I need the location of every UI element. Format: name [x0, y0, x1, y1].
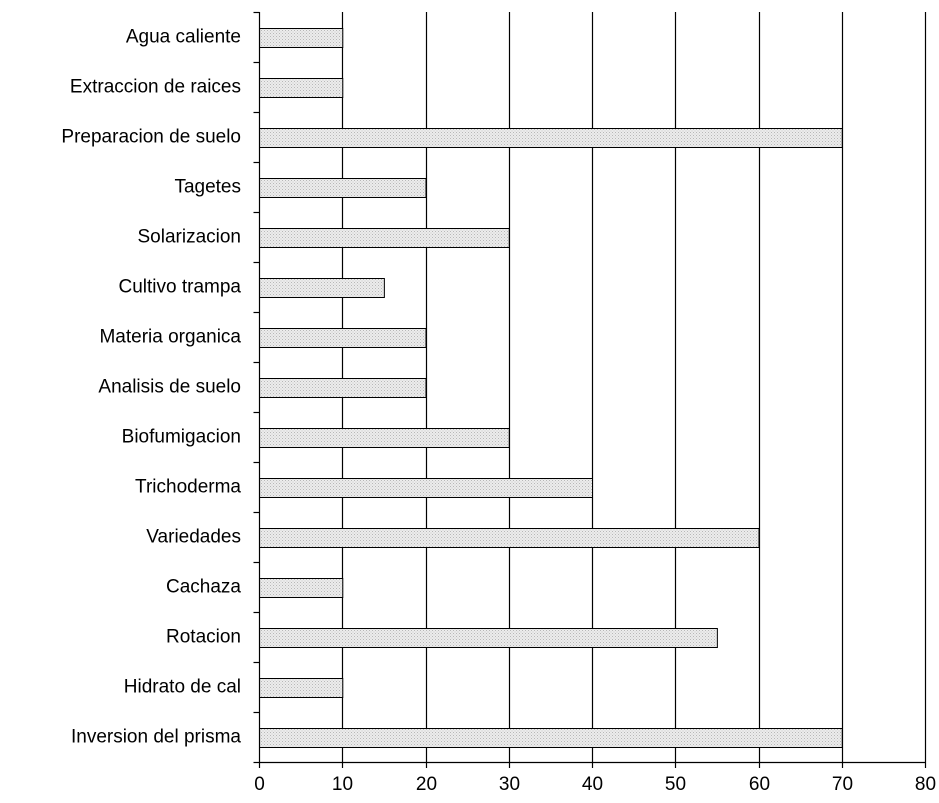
category-label: Trichoderma: [135, 477, 241, 498]
category-label: Inversion del prisma: [71, 727, 241, 748]
x-tick-label: 20: [416, 774, 437, 795]
bar-variedades: [259, 528, 760, 548]
bar-tagetes: [259, 178, 427, 198]
x-tick-label: 0: [254, 774, 265, 795]
bar-materia-organica: [259, 328, 427, 348]
bar-trichoderma: [259, 478, 593, 498]
category-label: Hidrato de cal: [124, 677, 241, 698]
category-label: Preparacion de suelo: [61, 127, 241, 148]
category-label: Materia organica: [99, 327, 241, 348]
category-label: Variedades: [146, 527, 241, 548]
category-label: Tagetes: [174, 177, 241, 198]
x-tick-label: 70: [832, 774, 853, 795]
category-label: Cultivo trampa: [119, 277, 242, 298]
category-label: Biofumigacion: [122, 427, 241, 448]
category-label: Extraccion de raices: [70, 77, 241, 98]
bar-biofumigacion: [259, 428, 510, 448]
bar-rotacion: [259, 628, 718, 648]
bar-agua-caliente: [259, 28, 344, 48]
category-label: Cachaza: [166, 577, 241, 598]
bar-cultivo-trampa: [259, 278, 385, 298]
x-tick-label: 40: [582, 774, 603, 795]
bar-inversion-del-prisma: [259, 728, 843, 748]
bar-cachaza: [259, 578, 344, 598]
x-tick-label: 10: [332, 774, 353, 795]
x-tick-label: 60: [749, 774, 770, 795]
bar-analisis-de-suelo: [259, 378, 427, 398]
x-tick-label: 30: [499, 774, 520, 795]
x-tick-label: 50: [665, 774, 686, 795]
category-label: Agua caliente: [126, 27, 241, 48]
bar-solarizacion: [259, 228, 510, 248]
bar-hidrato-de-cal: [259, 678, 344, 698]
category-label: Rotacion: [166, 627, 241, 648]
bar-preparacion-de-suelo: [259, 128, 843, 148]
category-label: Solarizacion: [138, 227, 242, 248]
x-tick-label: 80: [915, 774, 936, 795]
category-label: Analisis de suelo: [98, 377, 241, 398]
bar-extraccion-de-raices: [259, 78, 344, 98]
